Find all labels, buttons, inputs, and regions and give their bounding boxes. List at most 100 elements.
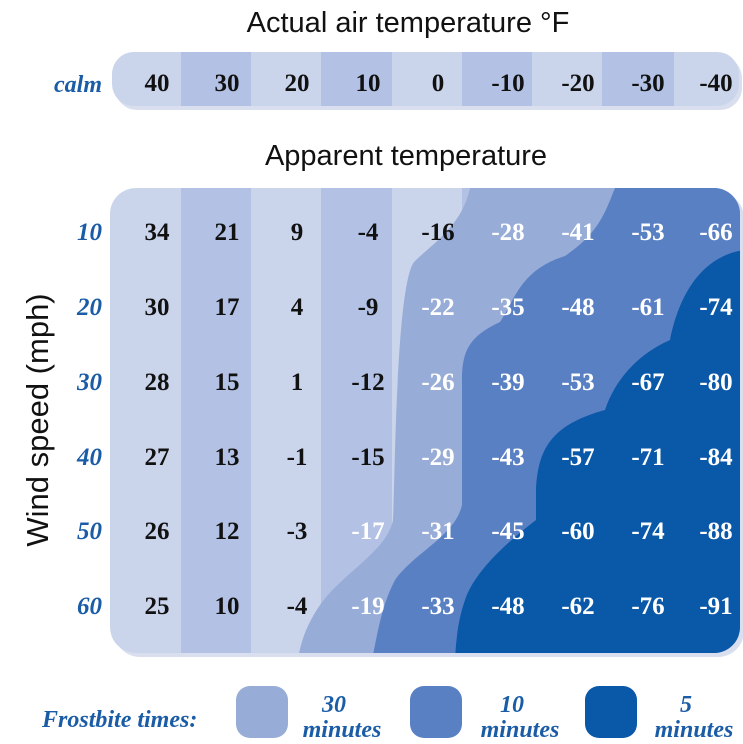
wind-speed-label: 60 — [77, 593, 103, 620]
calm-value: 40 — [145, 70, 170, 97]
legend-swatch — [236, 686, 288, 738]
table-cell-value: 34 — [145, 219, 171, 246]
table-cell-value: -48 — [491, 593, 524, 620]
calm-value: -20 — [561, 70, 594, 97]
frostbite-zone-5min — [455, 250, 740, 653]
calm-column-band — [392, 52, 462, 106]
calm-row — [112, 52, 739, 106]
table-cell-value: -26 — [421, 369, 454, 396]
calm-value: 10 — [356, 70, 381, 97]
wind-speed-label: 50 — [77, 518, 103, 545]
wind-speed-labels: 10 20 30 40 50 60 — [76, 219, 103, 620]
chart-title: Actual air temperature °F — [247, 7, 570, 39]
table-cell-value: -91 — [699, 593, 732, 620]
calm-label: calm — [54, 72, 102, 98]
table-cell-value: 26 — [145, 518, 170, 545]
calm-column-band — [321, 52, 392, 106]
legend-swatch — [410, 686, 462, 738]
calm-value: 20 — [285, 70, 310, 97]
table-cell-value: -84 — [699, 444, 733, 471]
calm-column-band — [532, 52, 602, 106]
table-cell-value: -39 — [491, 369, 524, 396]
legend-unit: minutes — [655, 717, 734, 743]
legend-unit: minutes — [303, 717, 382, 743]
calm-value: 0 — [432, 70, 445, 97]
table-cell-value: -62 — [561, 593, 594, 620]
table-cell-value: -28 — [491, 219, 524, 246]
table-cell-value: -4 — [287, 593, 308, 620]
calm-column-band — [462, 52, 532, 106]
wind-speed-label: 40 — [76, 444, 103, 471]
table-cell-value: -80 — [699, 369, 732, 396]
table-cell-value: -29 — [421, 444, 454, 471]
table-cell-value: -74 — [631, 518, 665, 545]
table-cell-value: -35 — [491, 294, 524, 321]
table-cell-value: 15 — [215, 369, 240, 396]
calm-value: 30 — [215, 70, 240, 97]
table-cell-value: 21 — [215, 219, 240, 246]
y-axis-label: Wind speed (mph) — [20, 293, 55, 546]
legend-number: 10 — [500, 692, 524, 718]
table-cell-value: 10 — [215, 593, 240, 620]
table-cell-value: -16 — [421, 219, 454, 246]
calm-column-band — [181, 52, 251, 106]
table-cell-value: -76 — [631, 593, 664, 620]
table-cell-value: -41 — [561, 219, 594, 246]
table-cell-value: -4 — [358, 219, 379, 246]
legend-number: 5 — [680, 692, 692, 718]
table-cell-value: -60 — [561, 518, 594, 545]
wind-speed-label: 10 — [77, 219, 103, 246]
table-cell-value: -74 — [699, 294, 733, 321]
table-cell-value: -53 — [631, 219, 664, 246]
calm-column-band — [602, 52, 674, 106]
calm-column-band — [674, 52, 739, 106]
table-cell-value: -1 — [287, 444, 308, 471]
table-cell-value: 17 — [215, 294, 240, 321]
calm-value: -40 — [699, 70, 732, 97]
legend-unit: minutes — [481, 717, 560, 743]
table-cell-value: 12 — [215, 518, 240, 545]
table-cell-value: 30 — [145, 294, 170, 321]
table-cell-value: -88 — [699, 518, 732, 545]
column-band — [251, 188, 321, 653]
table-cell-value: -57 — [561, 444, 594, 471]
table-cell-value: -15 — [351, 444, 384, 471]
column-band — [110, 188, 181, 653]
table-cell-value: 1 — [291, 369, 304, 396]
table-cell-value: 28 — [145, 369, 170, 396]
table-cell-value: -17 — [351, 518, 384, 545]
table-cell-value: -9 — [358, 294, 379, 321]
column-band — [181, 188, 251, 653]
table-cell-value: 13 — [215, 444, 240, 471]
table-cell-value: -12 — [351, 369, 384, 396]
table-cell-value: -48 — [561, 294, 594, 321]
table-cell-value: -22 — [421, 294, 454, 321]
wind-speed-label: 30 — [76, 369, 103, 396]
table-cell-value: -45 — [491, 518, 524, 545]
legend-swatch — [585, 686, 637, 738]
table-cell-value: -71 — [631, 444, 664, 471]
table-cell-value: -66 — [699, 219, 732, 246]
legend-number: 30 — [321, 692, 346, 718]
calm-value: -30 — [631, 70, 664, 97]
table-cell-value: 4 — [291, 294, 304, 321]
calm-column-band — [112, 52, 181, 106]
table-cell-value: -19 — [351, 593, 384, 620]
calm-values: 40 30 20 10 0 -10 -20 -30 -40 — [145, 70, 733, 97]
table-cell-value: -31 — [421, 518, 454, 545]
chart-subtitle: Apparent temperature — [265, 140, 547, 172]
calm-column-band — [251, 52, 321, 106]
table-cell-value: -61 — [631, 294, 664, 321]
table-cell-value: -43 — [491, 444, 524, 471]
table-cell-value: 27 — [145, 444, 170, 471]
legend-title: Frostbite times: — [41, 707, 197, 733]
calm-value: -10 — [491, 70, 524, 97]
wind-speed-label: 20 — [76, 294, 103, 321]
table-cell-value: 25 — [145, 593, 170, 620]
table-cell-value: -33 — [421, 593, 454, 620]
table-cell-value: -53 — [561, 369, 594, 396]
table-cell-value: 9 — [291, 219, 304, 246]
